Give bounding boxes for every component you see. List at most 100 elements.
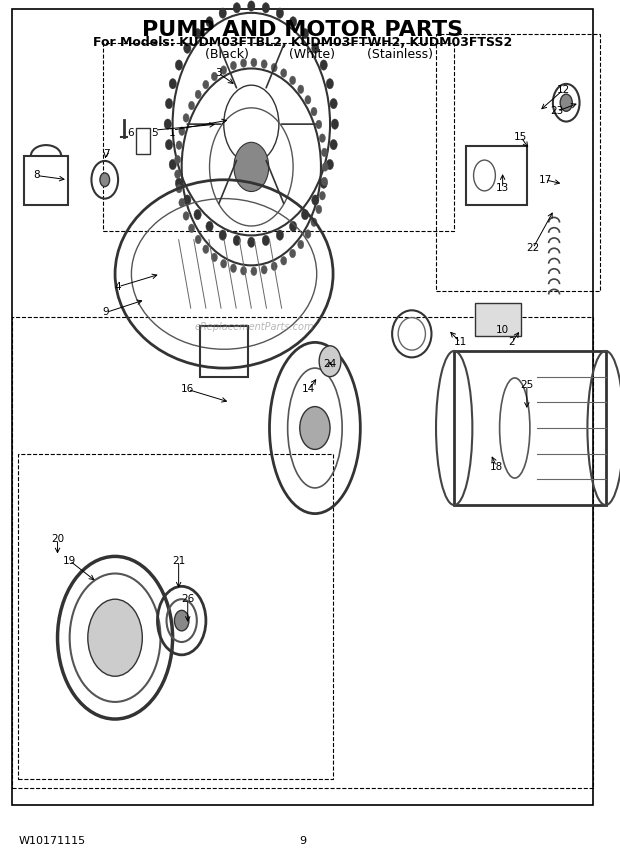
Circle shape	[281, 257, 286, 265]
Text: (Black)          (White)        (Stainless): (Black) (White) (Stainless)	[173, 48, 433, 62]
Circle shape	[179, 199, 185, 207]
Circle shape	[298, 85, 304, 93]
Text: 11: 11	[454, 337, 467, 348]
Circle shape	[184, 43, 191, 53]
Circle shape	[176, 141, 182, 150]
Circle shape	[221, 259, 227, 268]
Circle shape	[277, 8, 283, 18]
Circle shape	[277, 230, 283, 241]
Circle shape	[251, 58, 257, 67]
Circle shape	[88, 599, 143, 676]
Circle shape	[100, 173, 110, 187]
Circle shape	[301, 210, 309, 220]
Circle shape	[290, 222, 297, 232]
Circle shape	[247, 1, 255, 11]
Circle shape	[305, 96, 311, 104]
Circle shape	[195, 90, 202, 98]
Text: 20: 20	[51, 534, 64, 544]
Text: 21: 21	[172, 556, 185, 566]
Text: 13: 13	[496, 183, 509, 193]
Circle shape	[211, 72, 218, 80]
Circle shape	[231, 264, 236, 272]
Circle shape	[251, 267, 257, 276]
Text: 10: 10	[496, 324, 509, 335]
Circle shape	[231, 62, 236, 70]
Text: eReplacementParts.com: eReplacementParts.com	[195, 322, 314, 332]
Circle shape	[330, 98, 337, 109]
Circle shape	[320, 178, 327, 188]
Circle shape	[184, 195, 191, 205]
Circle shape	[301, 28, 309, 39]
Circle shape	[206, 222, 213, 232]
Text: 14: 14	[302, 384, 316, 395]
Bar	[136, 128, 149, 154]
Text: 7: 7	[103, 149, 109, 159]
Circle shape	[298, 241, 304, 249]
Circle shape	[326, 79, 334, 89]
Text: 22: 22	[526, 243, 539, 253]
Circle shape	[311, 218, 317, 227]
Text: 19: 19	[63, 556, 76, 566]
Circle shape	[299, 407, 330, 449]
Circle shape	[305, 229, 311, 238]
Circle shape	[195, 235, 202, 244]
Circle shape	[169, 159, 177, 169]
Circle shape	[261, 60, 267, 68]
Circle shape	[219, 8, 226, 18]
Circle shape	[316, 120, 322, 128]
Circle shape	[322, 163, 328, 171]
Text: 18: 18	[490, 461, 503, 472]
Text: 16: 16	[181, 384, 194, 395]
Circle shape	[164, 119, 171, 129]
Circle shape	[261, 265, 267, 274]
Circle shape	[175, 155, 180, 163]
Text: 3: 3	[215, 68, 221, 78]
Circle shape	[281, 68, 286, 77]
Circle shape	[312, 195, 319, 205]
Circle shape	[262, 3, 270, 13]
Circle shape	[175, 60, 182, 70]
Bar	[454, 351, 606, 505]
Circle shape	[206, 16, 213, 27]
Text: 6: 6	[127, 128, 133, 138]
Circle shape	[326, 159, 334, 169]
Circle shape	[175, 178, 182, 188]
Circle shape	[221, 66, 227, 74]
Circle shape	[271, 63, 277, 72]
Circle shape	[331, 119, 339, 129]
Circle shape	[321, 148, 327, 157]
Circle shape	[319, 192, 326, 200]
Text: 17: 17	[538, 175, 552, 185]
Circle shape	[319, 134, 326, 142]
Circle shape	[188, 224, 195, 233]
Circle shape	[219, 230, 226, 241]
Circle shape	[262, 235, 270, 246]
Circle shape	[169, 79, 177, 89]
Text: 25: 25	[520, 380, 533, 390]
Circle shape	[183, 114, 189, 122]
Circle shape	[194, 210, 202, 220]
Circle shape	[316, 205, 322, 214]
Circle shape	[233, 3, 241, 13]
Circle shape	[241, 59, 247, 68]
Bar	[436, 34, 600, 291]
Circle shape	[179, 127, 185, 135]
Circle shape	[176, 184, 182, 193]
Circle shape	[312, 43, 319, 53]
Text: 9: 9	[299, 835, 306, 846]
Circle shape	[330, 140, 337, 150]
Text: 8: 8	[33, 170, 40, 181]
Circle shape	[234, 142, 268, 192]
Circle shape	[247, 237, 255, 247]
Bar	[24, 156, 68, 205]
Circle shape	[321, 177, 327, 186]
Circle shape	[320, 60, 327, 70]
Circle shape	[271, 262, 277, 270]
Text: 24: 24	[324, 359, 337, 369]
Circle shape	[290, 16, 297, 27]
Circle shape	[560, 94, 572, 111]
Text: For Models: KUDM03FTBL2, KUDM03FTWH2, KUDM03FTSS2: For Models: KUDM03FTBL2, KUDM03FTWH2, KU…	[93, 36, 512, 50]
Circle shape	[194, 28, 202, 39]
Circle shape	[175, 170, 180, 179]
Text: 5: 5	[151, 128, 157, 138]
